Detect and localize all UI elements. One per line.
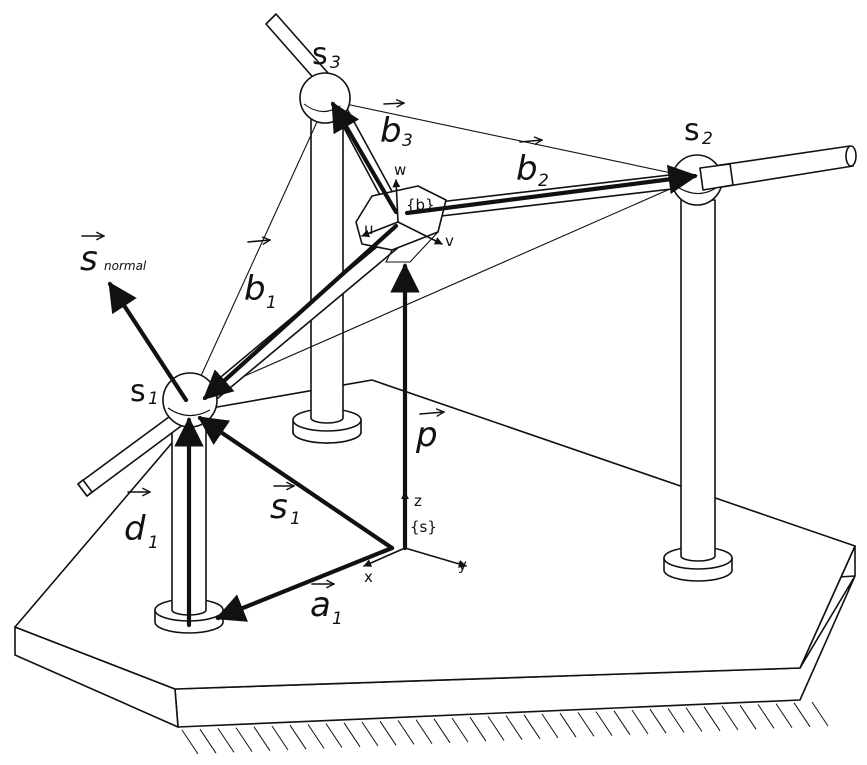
- label-s-normal-main: s: [80, 239, 98, 279]
- hatch-line: [793, 702, 811, 728]
- vector-a1: [215, 545, 395, 622]
- label-axis-u: u: [364, 220, 374, 238]
- hatch-line: [703, 706, 721, 732]
- label-axis-y: y: [458, 556, 467, 574]
- hatch-line: [199, 728, 217, 754]
- pedestal-s3: [292, 408, 362, 444]
- label-d1-main: d: [124, 509, 146, 549]
- label-vec-s1-main: s: [270, 487, 288, 527]
- label-vec-s1: s 1: [270, 486, 301, 529]
- hatch-line: [541, 713, 559, 739]
- label-b3-main: b: [380, 111, 402, 151]
- label-s1-joint: s 1: [130, 374, 159, 409]
- label-axis-x: x: [364, 568, 373, 586]
- hatch-line: [343, 722, 361, 748]
- label-p-main: p: [415, 415, 438, 455]
- hatch-line: [379, 720, 397, 746]
- post-s2: [680, 199, 716, 562]
- frame-b-axes: [361, 179, 443, 245]
- hatch-line: [505, 715, 523, 740]
- label-a1: a 1: [310, 584, 343, 629]
- hatch-line: [739, 704, 757, 730]
- label-b3-sub: 3: [402, 131, 413, 151]
- hatch-line: [397, 720, 415, 745]
- label-s1-joint-sub: 1: [148, 389, 159, 409]
- label-s-normal: s normal: [80, 236, 147, 279]
- label-axis-z: z: [414, 492, 422, 510]
- hatch-line: [451, 717, 469, 743]
- joint-triangle-lines: [189, 99, 696, 401]
- vector-b2: [404, 164, 698, 216]
- hatch-line: [217, 728, 235, 753]
- joint-s3: [299, 72, 351, 124]
- label-a1-sub: 1: [332, 609, 343, 629]
- hatch-line: [757, 704, 775, 729]
- label-vec-s1-sub: 1: [290, 509, 301, 529]
- hatch-line: [181, 729, 199, 755]
- label-s3-joint-sub: 3: [330, 53, 341, 73]
- post-s3: [310, 109, 344, 424]
- hatch-line: [487, 716, 505, 741]
- label-s3-joint: s 3: [312, 37, 341, 73]
- label-axis-v: v: [445, 232, 454, 250]
- frame-s-axes: [363, 491, 467, 568]
- label-b2-main: b: [516, 149, 538, 189]
- label-frame-b: {b}: [406, 196, 435, 214]
- hatch-line: [523, 714, 541, 740]
- hatch-line: [415, 719, 433, 744]
- hatch-line: [253, 726, 271, 752]
- hatch-line: [811, 701, 829, 727]
- label-p: p: [415, 412, 444, 455]
- label-b1-sub: 1: [266, 293, 277, 313]
- hatch-line: [307, 724, 325, 749]
- label-s3-joint-main: s: [312, 37, 328, 72]
- hatch-line: [559, 712, 577, 738]
- label-b1-main: b: [244, 269, 266, 309]
- hatch-line: [271, 725, 289, 751]
- label-frame-s: {s}: [410, 518, 437, 536]
- vector-s1: [197, 415, 395, 551]
- label-d1-sub: 1: [148, 533, 159, 553]
- vector-s-normal: [107, 281, 189, 403]
- hatch-line: [325, 723, 343, 748]
- rod-s2-stub: [699, 163, 734, 191]
- label-b2-sub: 2: [538, 171, 549, 191]
- label-axis-w: w: [394, 161, 406, 179]
- label-b3: b 3: [380, 103, 413, 151]
- hatch-line: [235, 727, 253, 752]
- hatch-line: [775, 703, 793, 728]
- hatch-line: [631, 709, 649, 735]
- vector-b1: [202, 223, 399, 401]
- label-s2-joint-sub: 2: [702, 129, 713, 149]
- hatch-line: [577, 712, 595, 737]
- hatch-line: [595, 711, 613, 736]
- hatch-line: [685, 707, 703, 732]
- label-b1: b 1: [244, 240, 277, 313]
- hatch-line: [721, 705, 739, 731]
- vector-b3: [330, 101, 399, 215]
- hatch-line: [289, 724, 307, 750]
- label-b2: b 2: [516, 140, 549, 191]
- label-s-normal-sub: normal: [104, 259, 147, 273]
- ground-hatching: [181, 701, 829, 755]
- hatch-line: [469, 716, 487, 742]
- label-s1-joint-main: s: [130, 374, 146, 409]
- hatch-line: [433, 718, 451, 744]
- hatch-line: [361, 721, 379, 747]
- hatch-line: [613, 710, 631, 736]
- hatch-line: [667, 708, 685, 733]
- label-a1-main: a: [310, 585, 331, 625]
- label-d1: d 1: [124, 492, 159, 553]
- label-s2-joint: s 2: [684, 113, 713, 149]
- hatch-line: [649, 708, 667, 734]
- label-s2-joint-main: s: [684, 113, 700, 148]
